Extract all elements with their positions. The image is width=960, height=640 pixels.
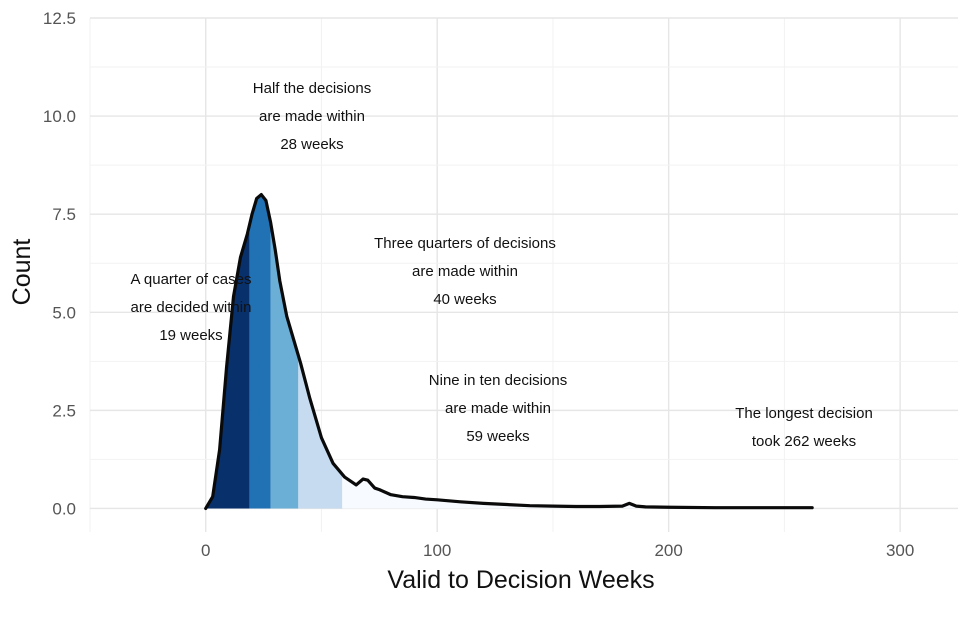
annotations: A quarter of cases are decided within 19 w… (131, 80, 873, 450)
y-tick-label: 5.0 (52, 303, 76, 322)
tick-labels: 0 100 200 300 0.0 2.5 5.0 7.5 10.0 12.5 (43, 9, 914, 560)
density-curve-layer (204, 192, 814, 511)
quantile-band-2 (249, 194, 271, 509)
annotation-line: are made within (259, 108, 365, 125)
x-tick-label: 100 (423, 541, 451, 560)
y-axis-title: Count (8, 239, 36, 306)
annotation-q3: Three quarters of decisions are made with… (374, 235, 556, 308)
annotation-line: 59 weeks (466, 428, 529, 445)
x-tick-label: 0 (201, 541, 210, 560)
y-tick-label: 0.0 (52, 499, 76, 518)
y-tick-label: 10.0 (43, 107, 76, 126)
annotation-line: Nine in ten decisions (429, 372, 567, 389)
quantile-band-5 (342, 474, 813, 509)
annotation-line: are made within (412, 263, 518, 280)
annotation-max: The longest decision took 262 weeks (735, 405, 873, 450)
annotation-line: are decided within (131, 299, 252, 316)
annotation-line: Three quarters of decisions (374, 235, 556, 252)
quantile-band-3 (270, 222, 299, 509)
x-tick-label: 300 (886, 541, 914, 560)
annotation-line: Half the decisions (253, 80, 371, 97)
annotation-line: 19 weeks (159, 327, 222, 344)
density-curve (204, 192, 814, 511)
annotation-line: are made within (445, 400, 551, 417)
y-tick-label: 7.5 (52, 205, 76, 224)
annotation-line: The longest decision (735, 405, 873, 422)
annotation-q1: A quarter of cases are decided within 19 w… (131, 271, 252, 344)
annotation-line: took 262 weeks (752, 433, 856, 450)
y-tick-label: 12.5 (43, 9, 76, 28)
annotation-p90: Nine in ten decisions are made within 59 w… (429, 372, 567, 445)
annotation-median: Half the decisions are made within 28 week… (253, 80, 371, 153)
quantile-band-4 (298, 355, 343, 509)
annotation-line: 40 weeks (433, 291, 496, 308)
quantile-bands (205, 194, 813, 509)
annotation-line: 28 weeks (280, 136, 343, 153)
y-tick-label: 2.5 (52, 401, 76, 420)
x-axis-title: Valid to Decision Weeks (387, 566, 654, 594)
annotation-line: A quarter of cases (131, 271, 252, 288)
x-tick-label: 200 (654, 541, 682, 560)
